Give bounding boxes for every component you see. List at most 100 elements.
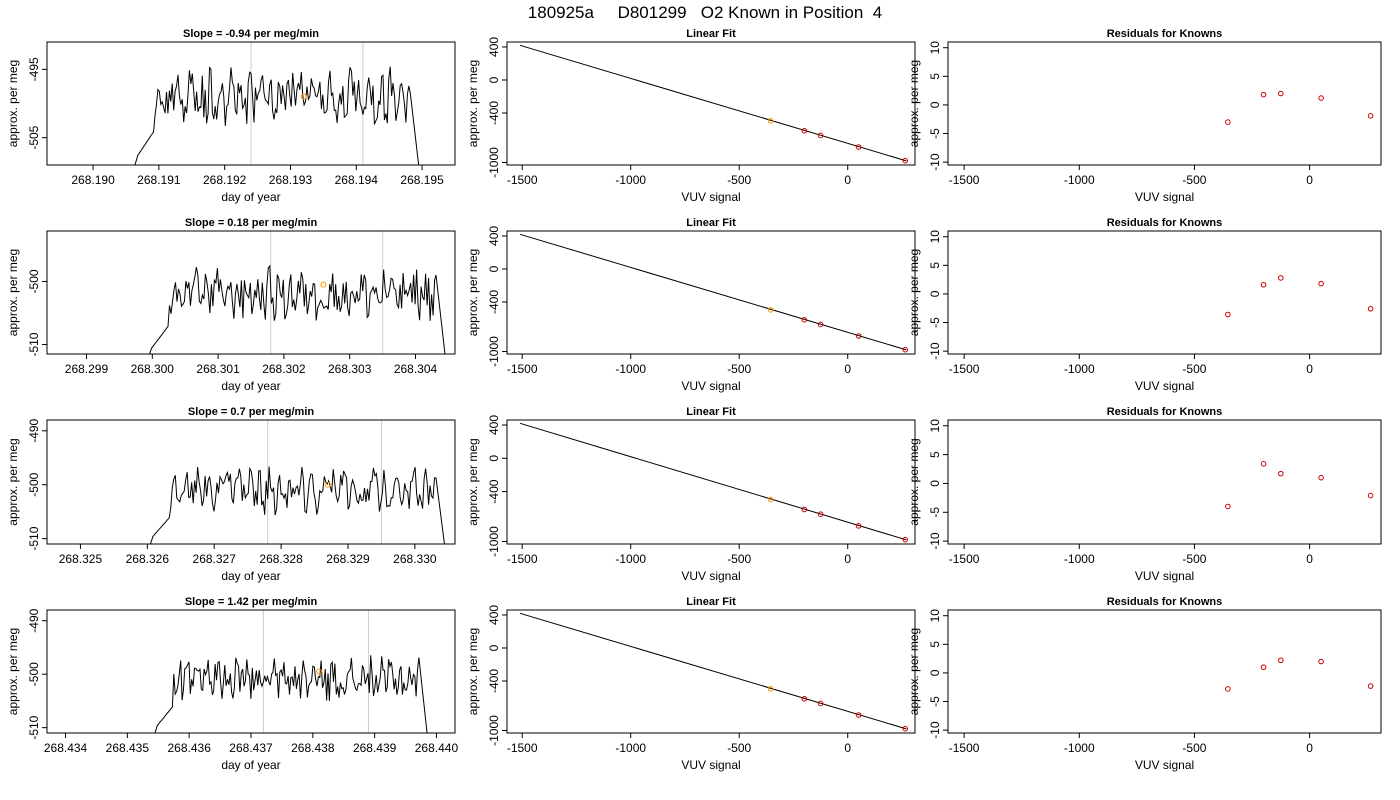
x-tick-label: -500: [1182, 173, 1206, 187]
x-tick-label: -500: [727, 173, 751, 187]
y-tick-label: -10: [928, 721, 942, 739]
fit-point: [855, 712, 862, 718]
y-tick-label: 5: [928, 641, 942, 648]
residual-point: [1278, 470, 1284, 477]
residual-point: [1367, 113, 1374, 119]
x-tick-label: 268.303: [328, 362, 372, 376]
x-tick-label: -500: [1182, 741, 1206, 755]
x-tick-label: 268.301: [196, 362, 240, 376]
plot-frame: [506, 419, 916, 545]
x-tick-label: 268.192: [203, 173, 247, 187]
fit-line: [519, 422, 907, 541]
x-tick-label: 0: [844, 173, 851, 187]
figure-title: 180925a D801299 O2 Known in Position 4: [528, 3, 882, 22]
panel-r2-fit: Linear Fit -1500 -1000 -500 0 400 0 -400 -1000 VU…: [466, 217, 916, 393]
plot-frame: [46, 41, 456, 166]
panel-title: Linear Fit: [686, 217, 736, 229]
y-tick-label: -5: [928, 696, 942, 707]
plot-area: [1225, 90, 1374, 125]
y-tick-label: 10: [928, 419, 942, 433]
y-tick-label: -400: [487, 669, 501, 693]
residual-point: [1260, 664, 1267, 671]
x-tick-label: 268.438: [291, 741, 335, 755]
y-tick-label: -510: [27, 526, 41, 550]
y-tick-label: -1000: [487, 715, 501, 746]
panel-r1-time: Slope = -0.94 per meg/min 268.190 268.191 2…: [6, 28, 456, 204]
y-tick-label: 10: [928, 609, 942, 623]
y-tick-label: -5: [928, 128, 942, 139]
y-tick-label: -500: [27, 472, 41, 496]
plot-frame: [947, 609, 1382, 734]
panel-r1-fit: Linear Fit -1500 -1000 -500 0 400 0 -400 -1000 VU…: [466, 28, 916, 204]
x-tick-label: 268.191: [137, 173, 181, 187]
y-tick-label: -5: [928, 507, 942, 518]
fit-point: [855, 523, 862, 529]
y-tick-label: 400: [487, 226, 501, 246]
signal-trace: [148, 264, 446, 354]
x-axis-label: VUV signal: [681, 190, 740, 204]
x-axis-label: day of year: [221, 190, 280, 204]
plot-frame: [46, 609, 456, 734]
residual-point: [1278, 90, 1284, 97]
y-axis-label: approx. per meg: [466, 249, 480, 336]
panel-title: Residuals for Knowns: [1107, 217, 1223, 229]
fit-point: [801, 127, 808, 134]
y-tick-label: 10: [928, 230, 942, 244]
y-tick-label: 0: [928, 480, 942, 487]
x-tick-label: -1000: [1064, 362, 1095, 376]
plot-frame: [506, 41, 916, 166]
y-axis-label: approx. per meg: [6, 438, 20, 525]
y-axis-label: approx. per meg: [907, 249, 921, 336]
y-tick-label: -5: [928, 317, 942, 328]
known-marker: [300, 93, 307, 100]
y-tick-label: 400: [487, 37, 501, 57]
y-tick-label: -500: [27, 662, 41, 686]
y-tick-label: -500: [27, 269, 41, 293]
plot-area: [148, 231, 446, 354]
x-tick-label: 0: [844, 552, 851, 566]
residual-point: [1260, 91, 1267, 98]
fit-point-known: [767, 686, 774, 692]
residual-point: [1318, 95, 1324, 101]
y-axis-label: approx. per meg: [466, 60, 480, 147]
x-tick-label: 268.329: [326, 552, 370, 566]
residual-point: [1278, 275, 1284, 281]
fit-point: [817, 132, 824, 139]
x-tick-label: 0: [1306, 173, 1313, 187]
fit-point: [902, 157, 909, 164]
panel-title: Linear Fit: [686, 406, 736, 418]
fit-point-known: [767, 496, 774, 503]
x-tick-label: 268.326: [126, 552, 170, 566]
y-axis-label: approx. per meg: [6, 60, 20, 147]
residual-point: [1260, 281, 1267, 288]
y-tick-label: -1000: [487, 526, 501, 557]
y-tick-label: 0: [928, 101, 942, 108]
fit-point: [902, 346, 909, 353]
x-tick-label: -500: [727, 362, 751, 376]
fit-point-known: [767, 307, 774, 313]
y-tick-label: 5: [928, 262, 942, 269]
x-tick-label: -1500: [949, 552, 980, 566]
x-tick-label: 268.439: [353, 741, 397, 755]
x-tick-label: -500: [1182, 552, 1206, 566]
fit-point: [902, 725, 909, 732]
panel-r4-time: Slope = 1.42 per meg/min 268.434 268.435 26…: [6, 596, 458, 772]
plot-area: [519, 612, 909, 732]
plot-frame: [506, 230, 916, 355]
x-tick-label: 268.330: [393, 552, 437, 566]
x-axis-label: day of year: [221, 758, 280, 772]
fit-point: [801, 506, 808, 513]
plot-area: [519, 233, 909, 353]
plot-frame: [506, 609, 916, 734]
x-tick-label: -1500: [949, 173, 980, 187]
x-tick-label: 268.304: [394, 362, 438, 376]
y-tick-label: -10: [928, 153, 942, 171]
panel-r1-residuals: Residuals for Knowns -1500 -1000 -500 0 10 5 0 -…: [907, 28, 1382, 204]
plot-area: [519, 422, 909, 543]
x-tick-label: 268.193: [269, 173, 313, 187]
residual-point: [1318, 658, 1324, 665]
x-tick-label: -1500: [507, 173, 538, 187]
plot-area: [519, 44, 909, 164]
y-tick-label: 0: [487, 76, 501, 83]
